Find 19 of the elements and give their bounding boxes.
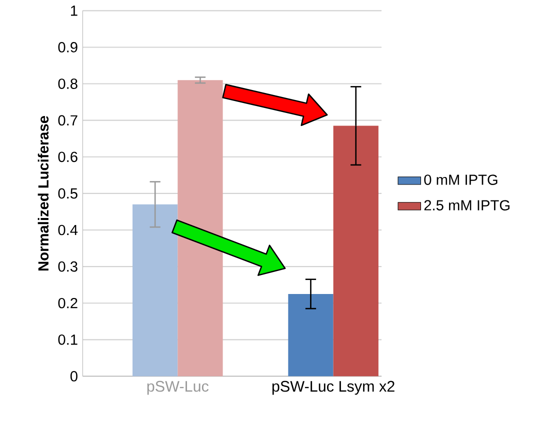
y-tick-label: 0.7 — [58, 115, 78, 126]
y-tick-label: 1 — [71, 6, 78, 16]
x-tick-label: pSW-Luc Lsym x2 — [272, 380, 394, 395]
y-axis-title: Normalized Luciferase — [38, 116, 49, 270]
y-tick-label: 0.9 — [58, 42, 78, 52]
bar — [132, 204, 178, 376]
y-tick-label: 0.4 — [58, 224, 78, 236]
bar — [333, 126, 378, 376]
legend-label: 2.5 mM IPTG — [424, 200, 510, 210]
y-tick-label: 0.3 — [58, 261, 78, 272]
y-tick-label: 0.6 — [58, 152, 78, 162]
legend-label: 0 mM IPTG — [424, 174, 498, 185]
y-tick-label: 0.1 — [58, 334, 78, 345]
y-tick-label: 0.8 — [58, 78, 78, 89]
y-tick-label: 0.2 — [58, 298, 78, 308]
x-tick-label: pSW-Luc — [147, 380, 209, 395]
y-tick-label: 0 — [70, 370, 78, 382]
y-tick-label: 0.5 — [58, 188, 78, 198]
bar — [288, 294, 334, 376]
